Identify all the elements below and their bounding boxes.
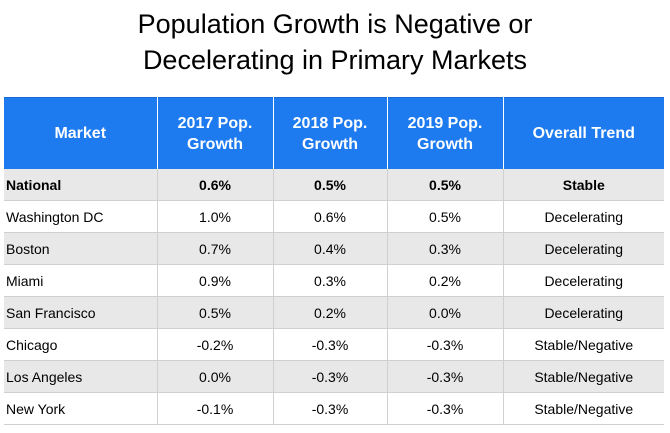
cell-market: Miami [4, 264, 158, 297]
cell-2017: 1.0% [157, 200, 274, 233]
table-row: Chicago -0.2% -0.3% -0.3% Stable/Negativ… [4, 328, 664, 361]
cell-2019: 0.5% [387, 169, 504, 201]
cell-2019: 0.2% [387, 264, 504, 297]
table-row: National 0.6% 0.5% 0.5% Stable [4, 169, 664, 201]
chart-title-line-2: Decelerating in Primary Markets [142, 45, 528, 75]
table-row: Washington DC 1.0% 0.6% 0.5% Deceleratin… [4, 200, 664, 233]
cell-2018: -0.3% [273, 360, 388, 393]
population-growth-table: Market 2017 Pop. Growth 2018 Pop. Growth… [4, 97, 664, 425]
header-2018-line-2: Growth [302, 135, 358, 153]
cell-market: Boston [4, 232, 158, 265]
header-2019-line-1: 2019 Pop. [407, 114, 483, 132]
table-row: San Francisco 0.5% 0.2% 0.0% Deceleratin… [4, 296, 664, 329]
cell-market: Washington DC [4, 200, 158, 233]
cell-2019: -0.3% [387, 392, 504, 425]
cell-trend: Stable/Negative [503, 392, 664, 425]
cell-2017: 0.7% [157, 232, 274, 265]
population-growth-table-container: Market 2017 Pop. Growth 2018 Pop. Growth… [4, 97, 664, 425]
header-2018: 2018 Pop. Growth [273, 97, 388, 169]
cell-market: Los Angeles [4, 360, 158, 393]
cell-trend: Stable [503, 169, 664, 201]
header-2017-line-2: Growth [187, 135, 243, 153]
chart-title: Population Growth is Negative or Deceler… [0, 6, 670, 78]
header-market: Market [4, 97, 158, 169]
cell-2018: 0.2% [273, 296, 388, 329]
header-2017-line-1: 2017 Pop. [177, 114, 253, 132]
cell-trend: Decelerating [503, 232, 664, 265]
cell-2019: -0.3% [387, 328, 504, 361]
cell-2018: -0.3% [273, 392, 388, 425]
header-row: Market 2017 Pop. Growth 2018 Pop. Growth… [4, 97, 664, 169]
cell-2019: -0.3% [387, 360, 504, 393]
cell-market: New York [4, 392, 158, 425]
cell-trend: Stable/Negative [503, 328, 664, 361]
header-2019: 2019 Pop. Growth [387, 97, 504, 169]
cell-2018: -0.3% [273, 328, 388, 361]
cell-market: National [4, 169, 158, 201]
chart-title-line-1: Population Growth is Negative or [137, 9, 533, 39]
cell-2019: 0.0% [387, 296, 504, 329]
cell-2017: 0.5% [157, 296, 274, 329]
table-row: New York -0.1% -0.3% -0.3% Stable/Negati… [4, 392, 664, 425]
cell-2019: 0.5% [387, 200, 504, 233]
cell-market: San Francisco [4, 296, 158, 329]
header-trend-label: Overall Trend [532, 125, 635, 142]
cell-2017: -0.1% [157, 392, 274, 425]
cell-market: Chicago [4, 328, 158, 361]
cell-trend: Decelerating [503, 296, 664, 329]
header-2017: 2017 Pop. Growth [157, 97, 274, 169]
cell-2017: 0.9% [157, 264, 274, 297]
header-trend: Overall Trend [503, 97, 664, 169]
header-2019-line-2: Growth [417, 135, 473, 153]
cell-trend: Decelerating [503, 200, 664, 233]
header-market-label: Market [54, 125, 107, 142]
cell-2017: 0.6% [157, 169, 274, 201]
table-body: National 0.6% 0.5% 0.5% Stable Washingto… [4, 169, 664, 425]
cell-trend: Stable/Negative [503, 360, 664, 393]
cell-2017: 0.0% [157, 360, 274, 393]
table-row: Los Angeles 0.0% -0.3% -0.3% Stable/Nega… [4, 360, 664, 393]
cell-2018: 0.6% [273, 200, 388, 233]
cell-trend: Decelerating [503, 264, 664, 297]
cell-2018: 0.4% [273, 232, 388, 265]
table-row: Miami 0.9% 0.3% 0.2% Decelerating [4, 264, 664, 297]
table-row: Boston 0.7% 0.4% 0.3% Decelerating [4, 232, 664, 265]
cell-2017: -0.2% [157, 328, 274, 361]
cell-2018: 0.3% [273, 264, 388, 297]
header-2018-line-1: 2018 Pop. [292, 114, 368, 132]
cell-2018: 0.5% [273, 169, 388, 201]
cell-2019: 0.3% [387, 232, 504, 265]
table-header: Market 2017 Pop. Growth 2018 Pop. Growth… [4, 97, 664, 169]
